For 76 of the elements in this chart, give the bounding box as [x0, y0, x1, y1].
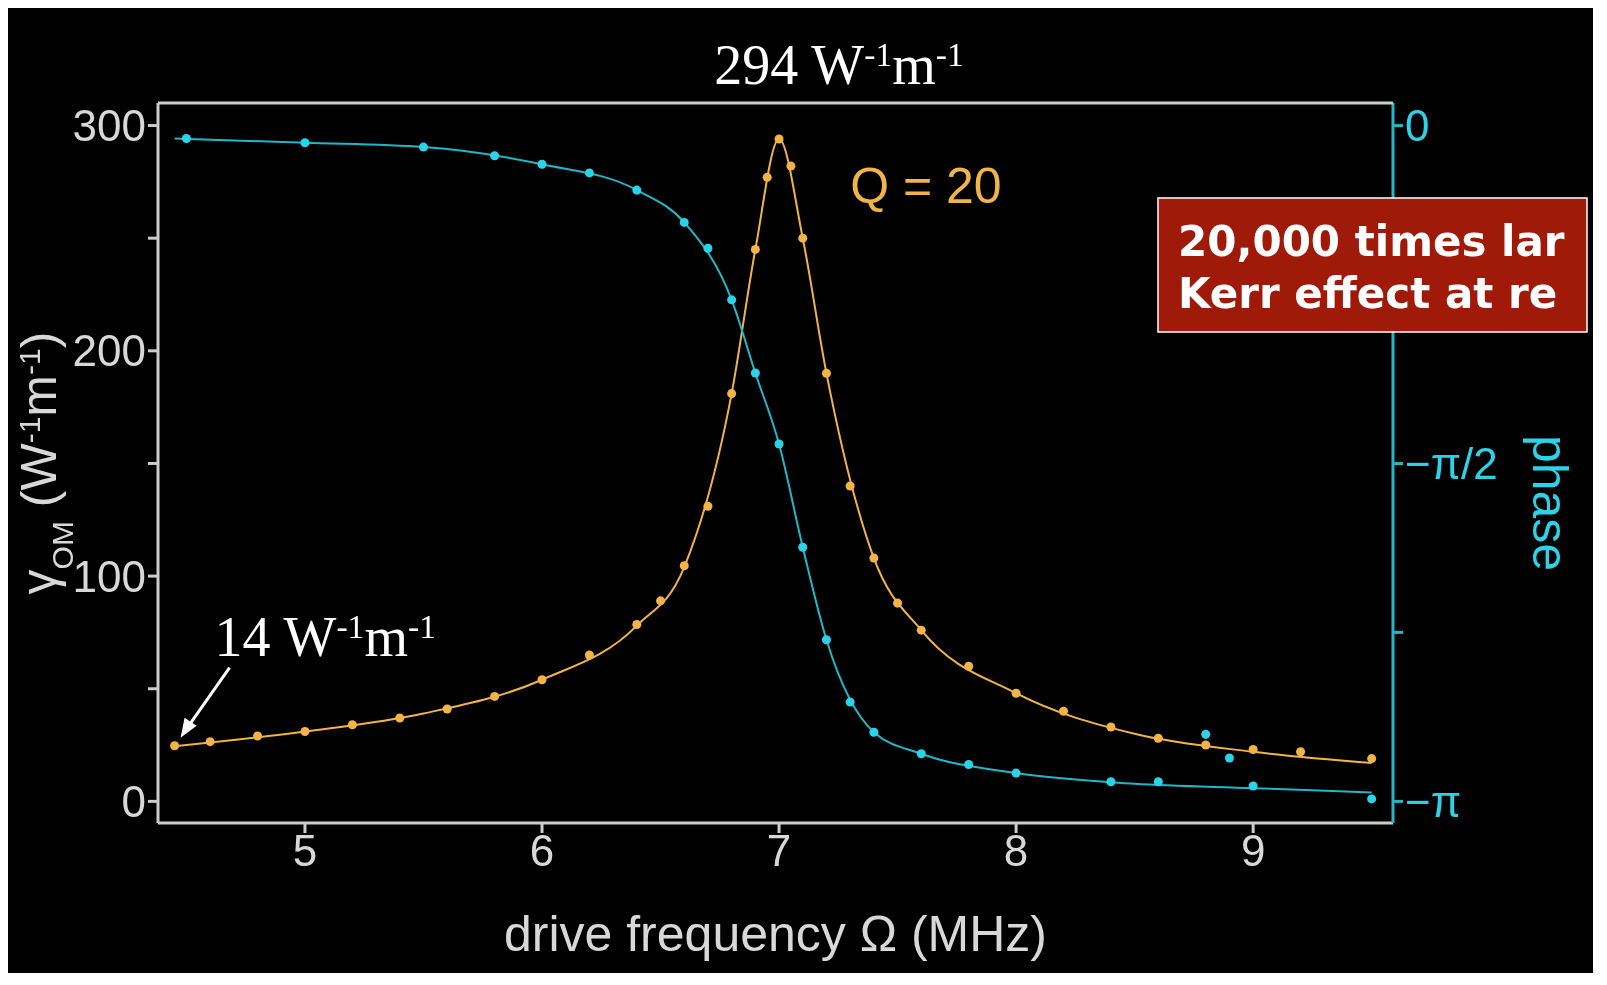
point — [893, 598, 903, 608]
point — [821, 368, 831, 378]
point — [347, 720, 357, 730]
point — [869, 553, 879, 563]
point — [798, 233, 808, 243]
x-tick-label: 5 — [292, 826, 318, 876]
point — [964, 661, 974, 671]
point — [727, 389, 737, 399]
point — [181, 133, 191, 143]
point — [821, 635, 831, 645]
point — [774, 134, 784, 144]
point — [395, 713, 405, 723]
point — [418, 142, 428, 152]
point — [679, 561, 689, 571]
point — [1367, 794, 1377, 804]
point — [703, 501, 713, 511]
point — [727, 295, 737, 305]
point — [584, 168, 594, 178]
point — [300, 138, 310, 148]
point — [490, 691, 500, 701]
y2-tick-label: −π — [1405, 777, 1462, 827]
point — [869, 727, 879, 737]
x-tick-label: 8 — [1003, 826, 1029, 876]
point — [750, 244, 760, 254]
point — [205, 737, 215, 747]
y-tick-label: 300 — [72, 101, 146, 151]
point — [584, 650, 594, 660]
point — [1153, 733, 1163, 743]
point — [786, 161, 796, 171]
point — [679, 217, 689, 227]
annotation: 294 W$^{-1}$m$^{-1}$ — [714, 34, 964, 97]
point — [1106, 722, 1116, 732]
point — [762, 172, 772, 182]
y-tick-label: 0 — [121, 776, 146, 826]
annotation: Q = 20 — [850, 158, 1002, 214]
point — [537, 159, 547, 169]
point — [300, 727, 310, 737]
point — [1248, 781, 1258, 791]
point — [632, 620, 642, 630]
point — [442, 704, 452, 714]
x-tick-label: 7 — [766, 826, 792, 876]
point — [537, 675, 547, 685]
x-tick-label: 6 — [529, 826, 555, 876]
point — [845, 481, 855, 491]
y-tick-label: 200 — [72, 326, 146, 376]
point — [1201, 740, 1211, 750]
x-axis-title: drive frequency Ω (MHz) — [503, 906, 1048, 962]
point — [1296, 747, 1306, 757]
y2-axis-title: phase — [1522, 434, 1578, 572]
point — [774, 439, 784, 449]
point — [1224, 753, 1234, 763]
annotation: 20,000 times lar Kerr effect at re — [1178, 217, 1565, 318]
point — [1201, 729, 1211, 739]
point — [964, 759, 974, 769]
point — [253, 731, 263, 741]
y2-tick-label: 0 — [1405, 101, 1430, 151]
point — [1058, 706, 1069, 716]
point — [703, 243, 713, 253]
point — [1106, 777, 1116, 787]
point — [1248, 745, 1258, 755]
point — [490, 151, 500, 161]
point — [750, 368, 760, 378]
point — [632, 185, 642, 195]
point — [1011, 768, 1021, 778]
annotation: 14 W$^{-1}$m$^{-1}$ — [214, 605, 436, 668]
point — [845, 697, 855, 707]
x-tick-label: 9 — [1240, 826, 1266, 876]
point — [170, 741, 180, 751]
point — [1011, 688, 1021, 698]
point — [916, 749, 926, 759]
point — [798, 542, 808, 552]
point — [916, 625, 926, 635]
point — [1153, 777, 1163, 787]
point — [656, 596, 666, 606]
point — [1367, 754, 1377, 764]
y2-tick-label: −π/2 — [1405, 439, 1498, 489]
